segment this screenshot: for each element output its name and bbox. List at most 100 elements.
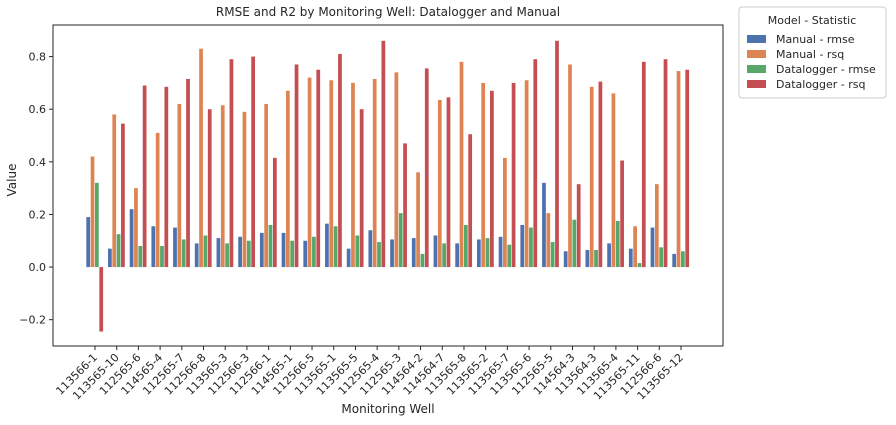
bar-manual-rsq-114564-2 (416, 172, 420, 268)
bar-datalogger-rmse-112565-6 (138, 246, 143, 268)
bar-manual-rsq-114564-7 (437, 99, 442, 268)
bar-datalogger-rsq-112565-4 (381, 40, 386, 268)
bar-datalogger-rmse-113565-5 (355, 235, 360, 268)
y-axis: −0.2 0.0 0.2 0.4 0.6 0.8 (19, 51, 53, 327)
bar-manual-rsq-112566-5 (307, 77, 312, 268)
bar-datalogger-rsq-113565-6 (533, 59, 538, 268)
bar-datalogger-rmse-113565-12 (681, 251, 685, 268)
bar-manual-rsq-113565-3 (220, 105, 225, 268)
bar-manual-rsq-113566-1 (90, 156, 95, 268)
bar-manual-rmse-112566-3 (238, 236, 242, 268)
bar-manual-rmse-113565-11 (628, 248, 633, 268)
bar-datalogger-rsq-113565-10 (121, 123, 125, 268)
bar-datalogger-rsq-113565-8 (468, 134, 473, 268)
legend: Model - Statistic Manual - rmse Manual - … (738, 6, 887, 99)
chart-title: RMSE and R2 by Monitoring Well: Datalogg… (216, 5, 560, 19)
bar-datalogger-rmse-114564-3 (572, 219, 577, 268)
bar-manual-rmse-114564-3 (563, 251, 568, 268)
y-tick-label: 0.4 (29, 156, 47, 169)
bar-manual-rsq-112566-3 (242, 111, 247, 268)
bar-manual-rmse-113564-3 (585, 249, 590, 268)
bar-manual-rsq-113565-12 (676, 71, 681, 268)
bar-datalogger-rmse-112565-4 (377, 242, 381, 268)
bar-datalogger-rsq-114565-1 (294, 64, 299, 268)
bar-manual-rsq-112565-6 (134, 188, 138, 268)
bar-manual-rmse-114564-2 (411, 238, 416, 268)
bar-manual-rmse-113566-1 (86, 217, 91, 268)
y-tick-label: 0.8 (29, 51, 47, 64)
bar-datalogger-rsq-114564-2 (424, 68, 429, 268)
bar-manual-rsq-113565-7 (503, 157, 507, 268)
bar-manual-rmse-113565-4 (607, 243, 611, 268)
bar-manual-rsq-112566-6 (654, 184, 659, 268)
bar-datalogger-rsq-114565-4 (164, 86, 169, 268)
bar-manual-rsq-113564-3 (589, 86, 594, 268)
bar-datalogger-rsq-112566-1 (272, 157, 277, 268)
bar-datalogger-rsq-113566-1 (99, 267, 104, 332)
bar-manual-rmse-112566-1 (259, 232, 264, 268)
bar-manual-rmse-112565-5 (542, 182, 546, 268)
bar-datalogger-rmse-113565-6 (529, 227, 533, 268)
legend-entry: Datalogger - rsq (776, 78, 866, 91)
legend-entry: Datalogger - rmse (776, 63, 876, 76)
bar-datalogger-rsq-112566-8 (207, 109, 212, 268)
x-axis: 113566-1113565-10112565-6114565-4112565-… (53, 346, 686, 403)
bar-manual-rsq-112565-4 (372, 78, 377, 268)
bar-datalogger-rmse-112565-7 (181, 239, 186, 268)
bar-datalogger-rmse-112566-3 (246, 240, 251, 268)
legend-box (738, 6, 887, 99)
bar-datalogger-rsq-113564-3 (598, 81, 603, 268)
bar-datalogger-rmse-113565-8 (463, 224, 468, 268)
bar-datalogger-rsq-113565-7 (511, 82, 516, 268)
bar-manual-rsq-114565-1 (285, 90, 290, 268)
bar-datalogger-rsq-112566-6 (663, 59, 668, 268)
bar-manual-rmse-112565-7 (173, 227, 177, 268)
bar-datalogger-rmse-113564-3 (594, 249, 598, 268)
bar-datalogger-rsq-114564-3 (576, 184, 581, 268)
bar-manual-rsq-113565-4 (611, 93, 616, 268)
legend-swatch (747, 80, 766, 88)
bar-manual-rsq-112566-1 (264, 103, 269, 268)
legend-swatch (747, 65, 766, 73)
bar-manual-rmse-112566-5 (303, 240, 308, 268)
bar-manual-rmse-113565-2 (476, 239, 481, 268)
bar-datalogger-rmse-112566-6 (659, 247, 664, 268)
bar-datalogger-rsq-113565-2 (490, 90, 494, 268)
bar-datalogger-rmse-112566-8 (203, 235, 208, 268)
bar-datalogger-rmse-114564-7 (442, 243, 446, 268)
bar-manual-rmse-113565-3 (216, 238, 221, 268)
bar-manual-rmse-112566-6 (650, 227, 655, 268)
bar-manual-rsq-113565-2 (481, 82, 486, 268)
y-tick-label: 0.6 (29, 103, 47, 116)
bar-datalogger-rsq-113565-5 (359, 109, 364, 268)
bar-manual-rmse-112566-8 (194, 243, 199, 268)
legend-entry: Manual - rmse (776, 33, 855, 46)
bar-manual-rsq-113565-5 (351, 82, 355, 268)
bar-datalogger-rsq-113565-4 (620, 160, 624, 268)
bar-manual-rmse-112565-4 (368, 230, 373, 268)
bar-datalogger-rsq-112565-3 (403, 143, 407, 268)
x-axis-label: Monitoring Well (341, 402, 434, 416)
bar-manual-rsq-113565-10 (112, 114, 117, 268)
bar-manual-rmse-114565-4 (151, 226, 156, 268)
bars-layer (86, 40, 690, 332)
bar-datalogger-rmse-113565-2 (485, 238, 490, 268)
bar-datalogger-rmse-112566-1 (268, 224, 273, 268)
bar-manual-rmse-113565-10 (108, 248, 112, 268)
bar-manual-rmse-112565-6 (129, 209, 134, 268)
legend-entry: Manual - rsq (776, 48, 844, 61)
bar-manual-rmse-113565-6 (520, 224, 525, 268)
bar-manual-rsq-112565-3 (394, 72, 399, 268)
bar-datalogger-rmse-113565-11 (637, 263, 642, 268)
bar-manual-rsq-112565-5 (546, 213, 551, 268)
plot-frame (52, 24, 724, 347)
bar-datalogger-rmse-113566-1 (95, 182, 99, 268)
bar-manual-rsq-113565-8 (459, 61, 464, 268)
bar-manual-rsq-113565-6 (524, 80, 529, 268)
bar-manual-rmse-113565-12 (672, 253, 677, 268)
bar-manual-rsq-114565-4 (155, 132, 160, 268)
bar-manual-rsq-112565-7 (177, 103, 182, 268)
bar-datalogger-rmse-113565-1 (333, 226, 338, 268)
